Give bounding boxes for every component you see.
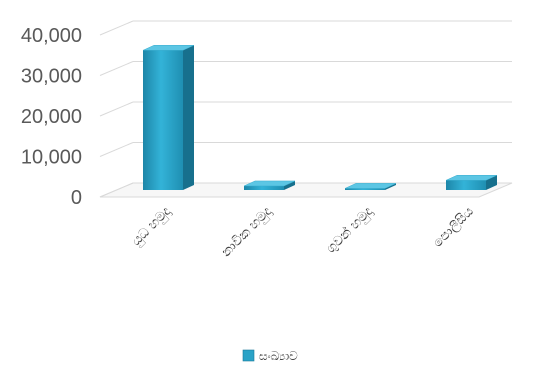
y-tick-label: 40,000 [21,25,82,47]
x-tick-label: යුධ හමුදා [129,204,174,249]
y-tick-label: 20,000 [21,106,82,128]
bar-side [486,175,497,190]
bar-top [445,175,498,181]
bar-top [243,180,296,187]
gridline-diagonal [99,20,134,36]
y-axis: 0 10,000 20,000 30,000 40,000 [21,25,82,209]
y-tick-label: 30,000 [21,66,82,88]
bars [142,45,498,191]
bar [445,175,498,190]
bar-side [183,45,194,191]
bar-top [344,183,397,189]
bar-front [143,50,183,191]
bar [142,45,195,191]
gridline-diagonal [99,101,134,117]
bar-front [345,188,385,190]
gridline-diagonal [99,182,134,198]
gridline-diagonal [99,142,134,157]
legend-swatch [242,349,255,362]
x-tick-label: නාවික හමුදා [219,204,275,260]
y-tick-label: 10,000 [21,147,82,169]
bar-front [244,185,284,190]
bar [243,180,296,190]
x-axis: යුධ හමුදා නාවික හමුදා ගුවන් හමුදා පොලීසිය [129,203,477,260]
bar-side [385,183,396,190]
gridline-diagonal [99,61,134,76]
bar-side [284,180,295,190]
bar-top [142,45,195,51]
legend-label: සංඛ්‍යාව [259,349,298,363]
bar-front [446,180,486,190]
y-tick-label: 0 [71,187,82,209]
bar [344,183,397,190]
x-tick-label: පොලීසිය [430,204,476,250]
legend: සංඛ්‍යාව [242,349,298,363]
x-tick-label: ගුවන් හමුදා [323,203,376,256]
